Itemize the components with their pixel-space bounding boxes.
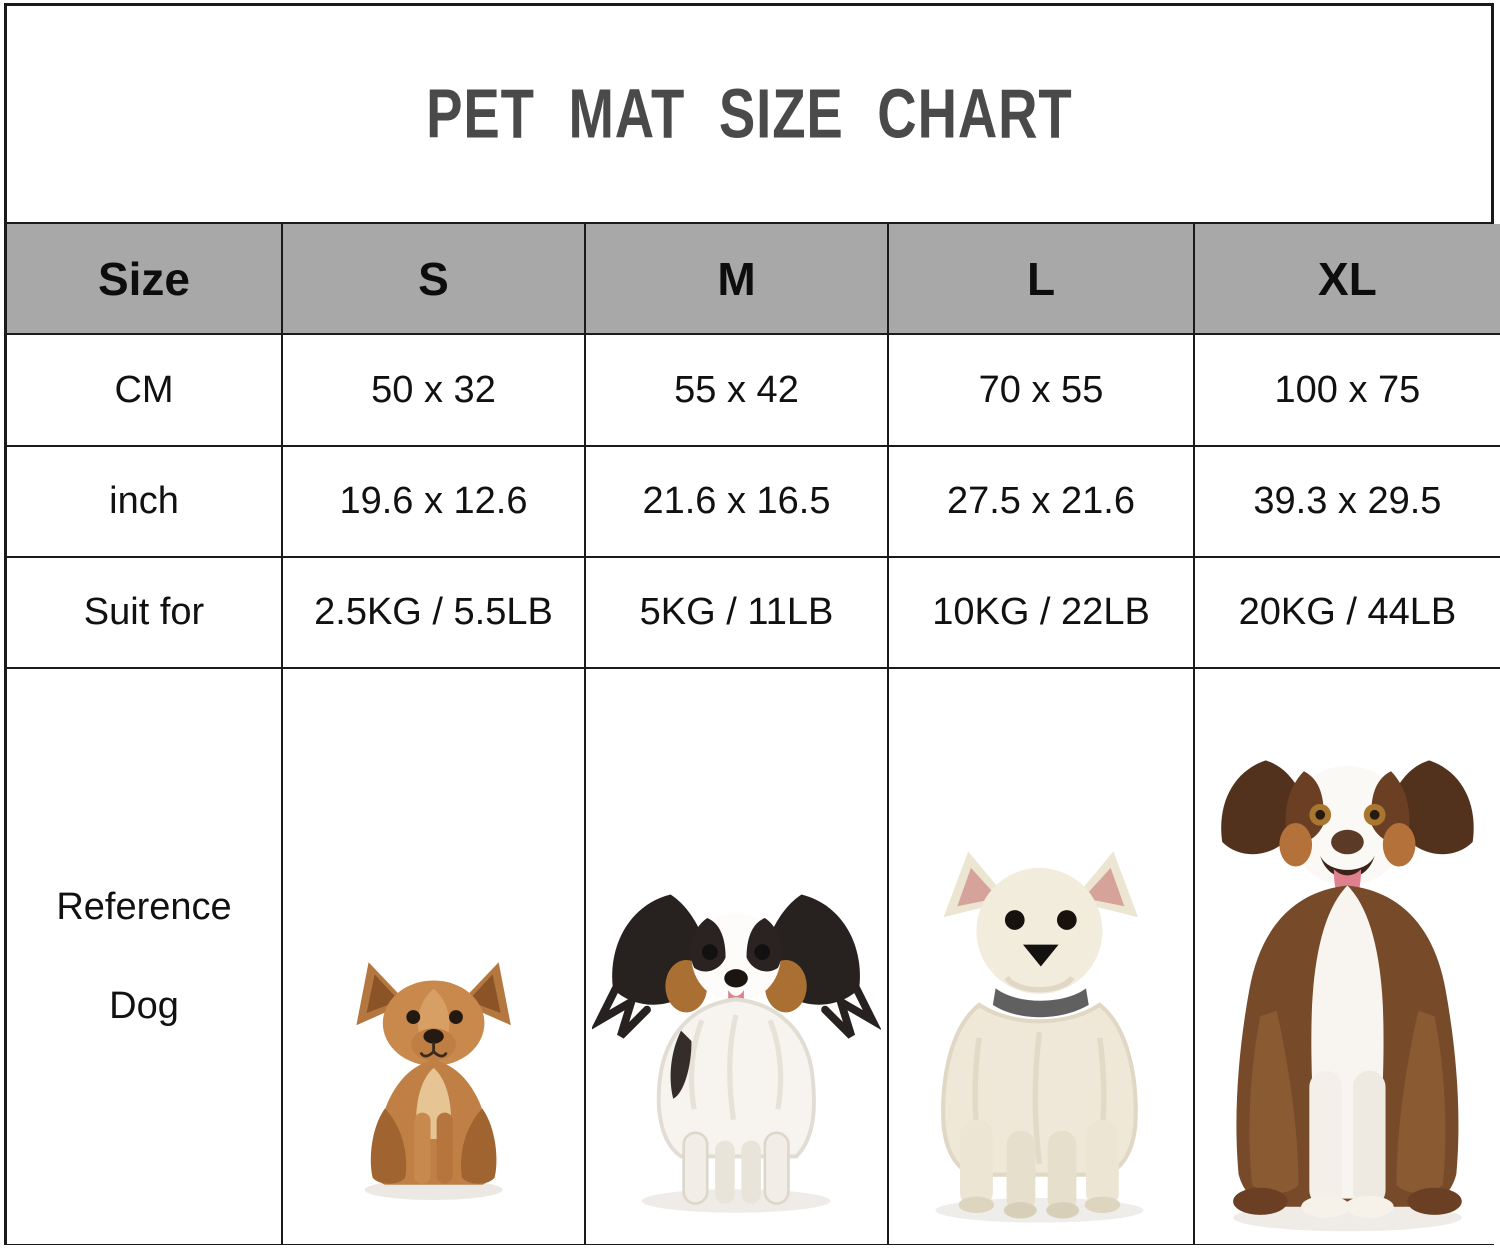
cell-suit-m: 5KG / 11LB	[584, 558, 887, 669]
cell-reference-dog-xl	[1193, 669, 1500, 1244]
cell-suit-s: 2.5KG / 5.5LB	[281, 558, 584, 669]
header-cell-m: M	[584, 224, 887, 335]
cell-cm-m: 55 x 42	[584, 335, 887, 447]
header-cell-size: Size	[7, 224, 281, 335]
row-label-inch: inch	[7, 447, 281, 558]
header-cell-l: L	[887, 224, 1193, 335]
size-chart-frame: PET MAT SIZE CHART Size S M L XL CM 50 x…	[4, 3, 1500, 1245]
page-title: PET MAT SIZE CHART	[425, 75, 1073, 153]
cell-cm-xl: 100 x 75	[1193, 335, 1500, 447]
row-label-suit-for: Suit for	[7, 558, 281, 669]
reference-label-line1: Reference	[56, 885, 232, 928]
reference-label-line2: Dog	[109, 984, 179, 1027]
cell-reference-dog-s	[281, 669, 584, 1244]
cell-cm-l: 70 x 55	[887, 335, 1193, 447]
cell-cm-s: 50 x 32	[281, 335, 584, 447]
west-highland-white-terrier-standing-photo-icon	[935, 851, 1144, 1223]
australian-shepherd-sitting-photo-icon	[1221, 760, 1474, 1232]
cell-inch-m: 21.6 x 16.5	[584, 447, 887, 558]
cell-inch-l: 27.5 x 21.6	[887, 447, 1193, 558]
title-area: PET MAT SIZE CHART	[7, 6, 1491, 222]
cell-inch-xl: 39.3 x 29.5	[1193, 447, 1500, 558]
header-cell-s: S	[281, 224, 584, 335]
cell-suit-l: 10KG / 22LB	[887, 558, 1193, 669]
tan-chihuahua-sitting-photo-icon	[356, 962, 511, 1200]
size-chart-table: Size S M L XL CM 50 x 32 55 x 42 70 x 55…	[7, 222, 1500, 1244]
papillon-standing-photo-icon	[592, 894, 881, 1213]
row-label-reference-dog: Reference Dog	[7, 669, 281, 1244]
cell-reference-dog-l	[887, 669, 1193, 1244]
reference-dog-label: Reference Dog	[56, 886, 231, 1028]
row-label-cm: CM	[7, 335, 281, 447]
header-cell-xl: XL	[1193, 224, 1500, 335]
cell-inch-s: 19.6 x 12.6	[281, 447, 584, 558]
cell-suit-xl: 20KG / 44LB	[1193, 558, 1500, 669]
cell-reference-dog-m	[584, 669, 887, 1244]
